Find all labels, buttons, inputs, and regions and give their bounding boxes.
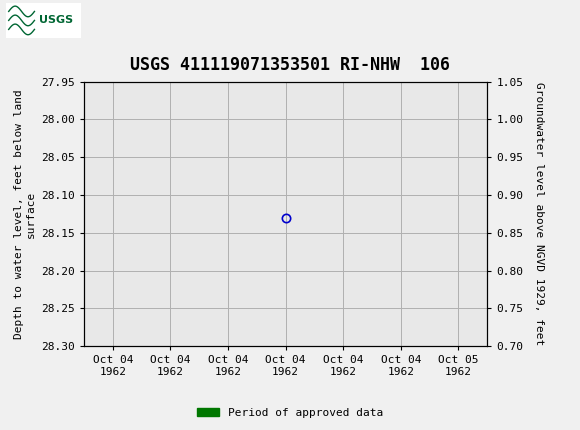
Text: USGS 411119071353501 RI-NHW  106: USGS 411119071353501 RI-NHW 106 [130, 55, 450, 74]
Bar [6, 3, 81, 37]
Text: USGS: USGS [39, 15, 73, 25]
Y-axis label: Groundwater level above NGVD 1929, feet: Groundwater level above NGVD 1929, feet [534, 82, 545, 346]
Legend: Period of approved data: Period of approved data [193, 403, 387, 422]
Y-axis label: Depth to water level, feet below land
surface: Depth to water level, feet below land su… [14, 89, 36, 339]
